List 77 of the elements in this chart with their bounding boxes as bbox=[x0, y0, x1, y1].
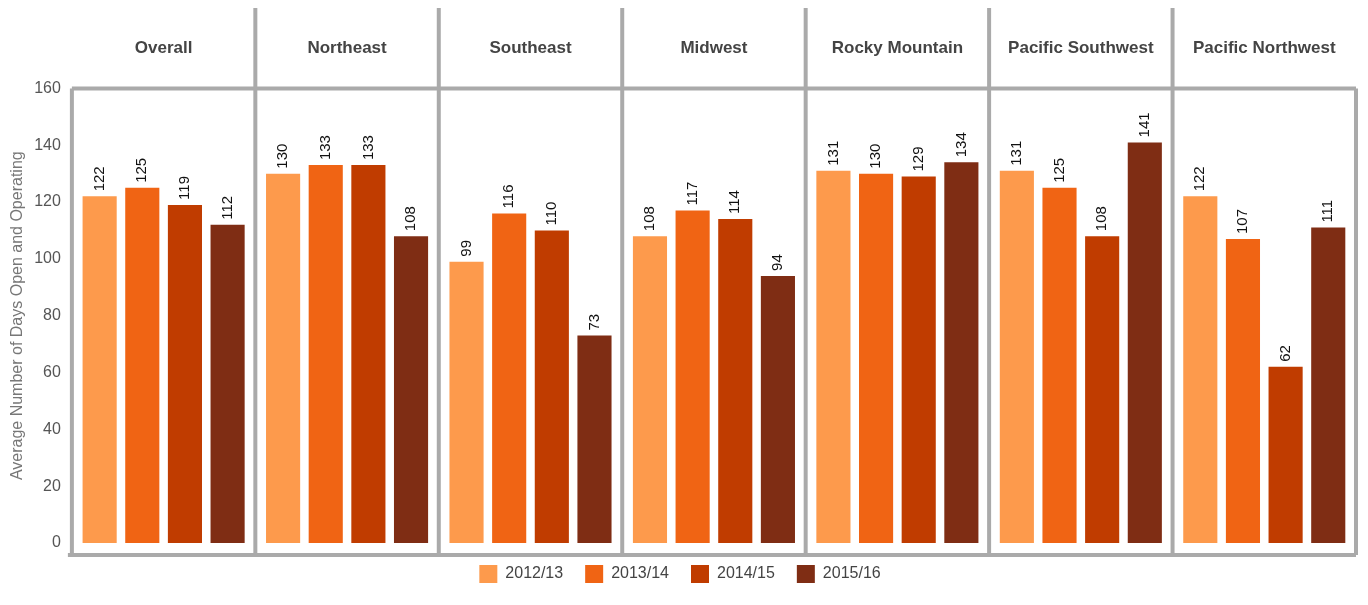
y-axis-title: Average Number of Days Open and Operating bbox=[8, 151, 26, 481]
data-label: 110 bbox=[541, 201, 559, 226]
y-tick-label: 60 bbox=[43, 362, 61, 380]
y-tick-label: 140 bbox=[34, 135, 61, 153]
bar bbox=[718, 219, 753, 543]
bar bbox=[816, 170, 851, 543]
data-label: 112 bbox=[217, 195, 235, 220]
bar bbox=[760, 275, 795, 543]
bar bbox=[82, 196, 117, 543]
x-tick-label: Northeast bbox=[307, 37, 388, 57]
y-tick-label: 20 bbox=[43, 476, 61, 494]
data-label: 134 bbox=[951, 132, 969, 158]
bar bbox=[632, 236, 668, 543]
bar bbox=[210, 224, 245, 543]
bar bbox=[167, 204, 202, 543]
bar bbox=[308, 165, 343, 543]
y-tick-label: 80 bbox=[43, 306, 61, 324]
data-label: 130 bbox=[273, 143, 291, 169]
bar bbox=[393, 236, 429, 543]
bar bbox=[534, 230, 569, 543]
data-label: 125 bbox=[1049, 157, 1067, 183]
y-tick-label: 120 bbox=[34, 192, 61, 210]
data-label: 107 bbox=[1233, 208, 1251, 234]
bar bbox=[999, 170, 1034, 543]
bar bbox=[351, 165, 386, 543]
data-label: 108 bbox=[640, 206, 658, 232]
data-label: 116 bbox=[499, 184, 517, 209]
data-label: 111 bbox=[1318, 199, 1336, 223]
legend-label: 2012/13 bbox=[505, 564, 564, 582]
data-label: 119 bbox=[175, 175, 193, 200]
data-label: 122 bbox=[1190, 166, 1208, 192]
bar bbox=[859, 173, 894, 543]
data-label: 122 bbox=[89, 166, 107, 192]
x-tick-label: Southeast bbox=[489, 37, 572, 57]
y-tick-label: 100 bbox=[34, 249, 61, 267]
data-label: 99 bbox=[456, 240, 474, 257]
bar bbox=[675, 210, 710, 543]
bar bbox=[1042, 187, 1077, 543]
legend-label: 2014/15 bbox=[717, 564, 775, 582]
data-label: 94 bbox=[768, 254, 786, 271]
data-label: 117 bbox=[682, 181, 700, 206]
bar bbox=[449, 261, 484, 543]
bar bbox=[901, 176, 936, 543]
data-label: 141 bbox=[1134, 112, 1152, 138]
data-label: 108 bbox=[1092, 206, 1110, 232]
bar bbox=[944, 162, 979, 543]
legend-label: 2013/14 bbox=[611, 564, 670, 582]
y-tick-label: 160 bbox=[34, 78, 61, 96]
bar bbox=[1127, 142, 1162, 543]
bar bbox=[266, 173, 301, 543]
data-label: 130 bbox=[866, 143, 884, 169]
data-label: 131 bbox=[1007, 140, 1024, 166]
data-label: 129 bbox=[908, 146, 926, 172]
x-tick-label: Rocky Mountain bbox=[831, 37, 964, 57]
bar bbox=[1225, 238, 1261, 543]
x-tick-label: Pacific Northwest bbox=[1192, 37, 1336, 57]
data-label: 125 bbox=[132, 157, 150, 183]
bar bbox=[1085, 236, 1120, 543]
bar bbox=[1268, 366, 1303, 543]
data-label: 114 bbox=[725, 190, 743, 215]
x-tick-label: Midwest bbox=[680, 37, 748, 57]
bar bbox=[577, 335, 612, 543]
bar bbox=[1183, 196, 1218, 543]
data-label: 131 bbox=[823, 140, 841, 166]
bar bbox=[492, 213, 527, 543]
data-label: 73 bbox=[584, 313, 602, 331]
data-label: 108 bbox=[401, 206, 419, 232]
data-label: 133 bbox=[358, 135, 376, 161]
y-tick-label: 0 bbox=[51, 533, 61, 551]
bar bbox=[1311, 227, 1346, 543]
x-tick-label: Pacific Southwest bbox=[1008, 37, 1154, 57]
data-label: 62 bbox=[1275, 345, 1293, 362]
x-tick-label: Overall bbox=[134, 37, 193, 57]
y-tick-label: 40 bbox=[43, 419, 61, 437]
data-label: 133 bbox=[315, 135, 333, 161]
legend-label: 2015/16 bbox=[822, 564, 881, 582]
bar bbox=[125, 187, 160, 543]
